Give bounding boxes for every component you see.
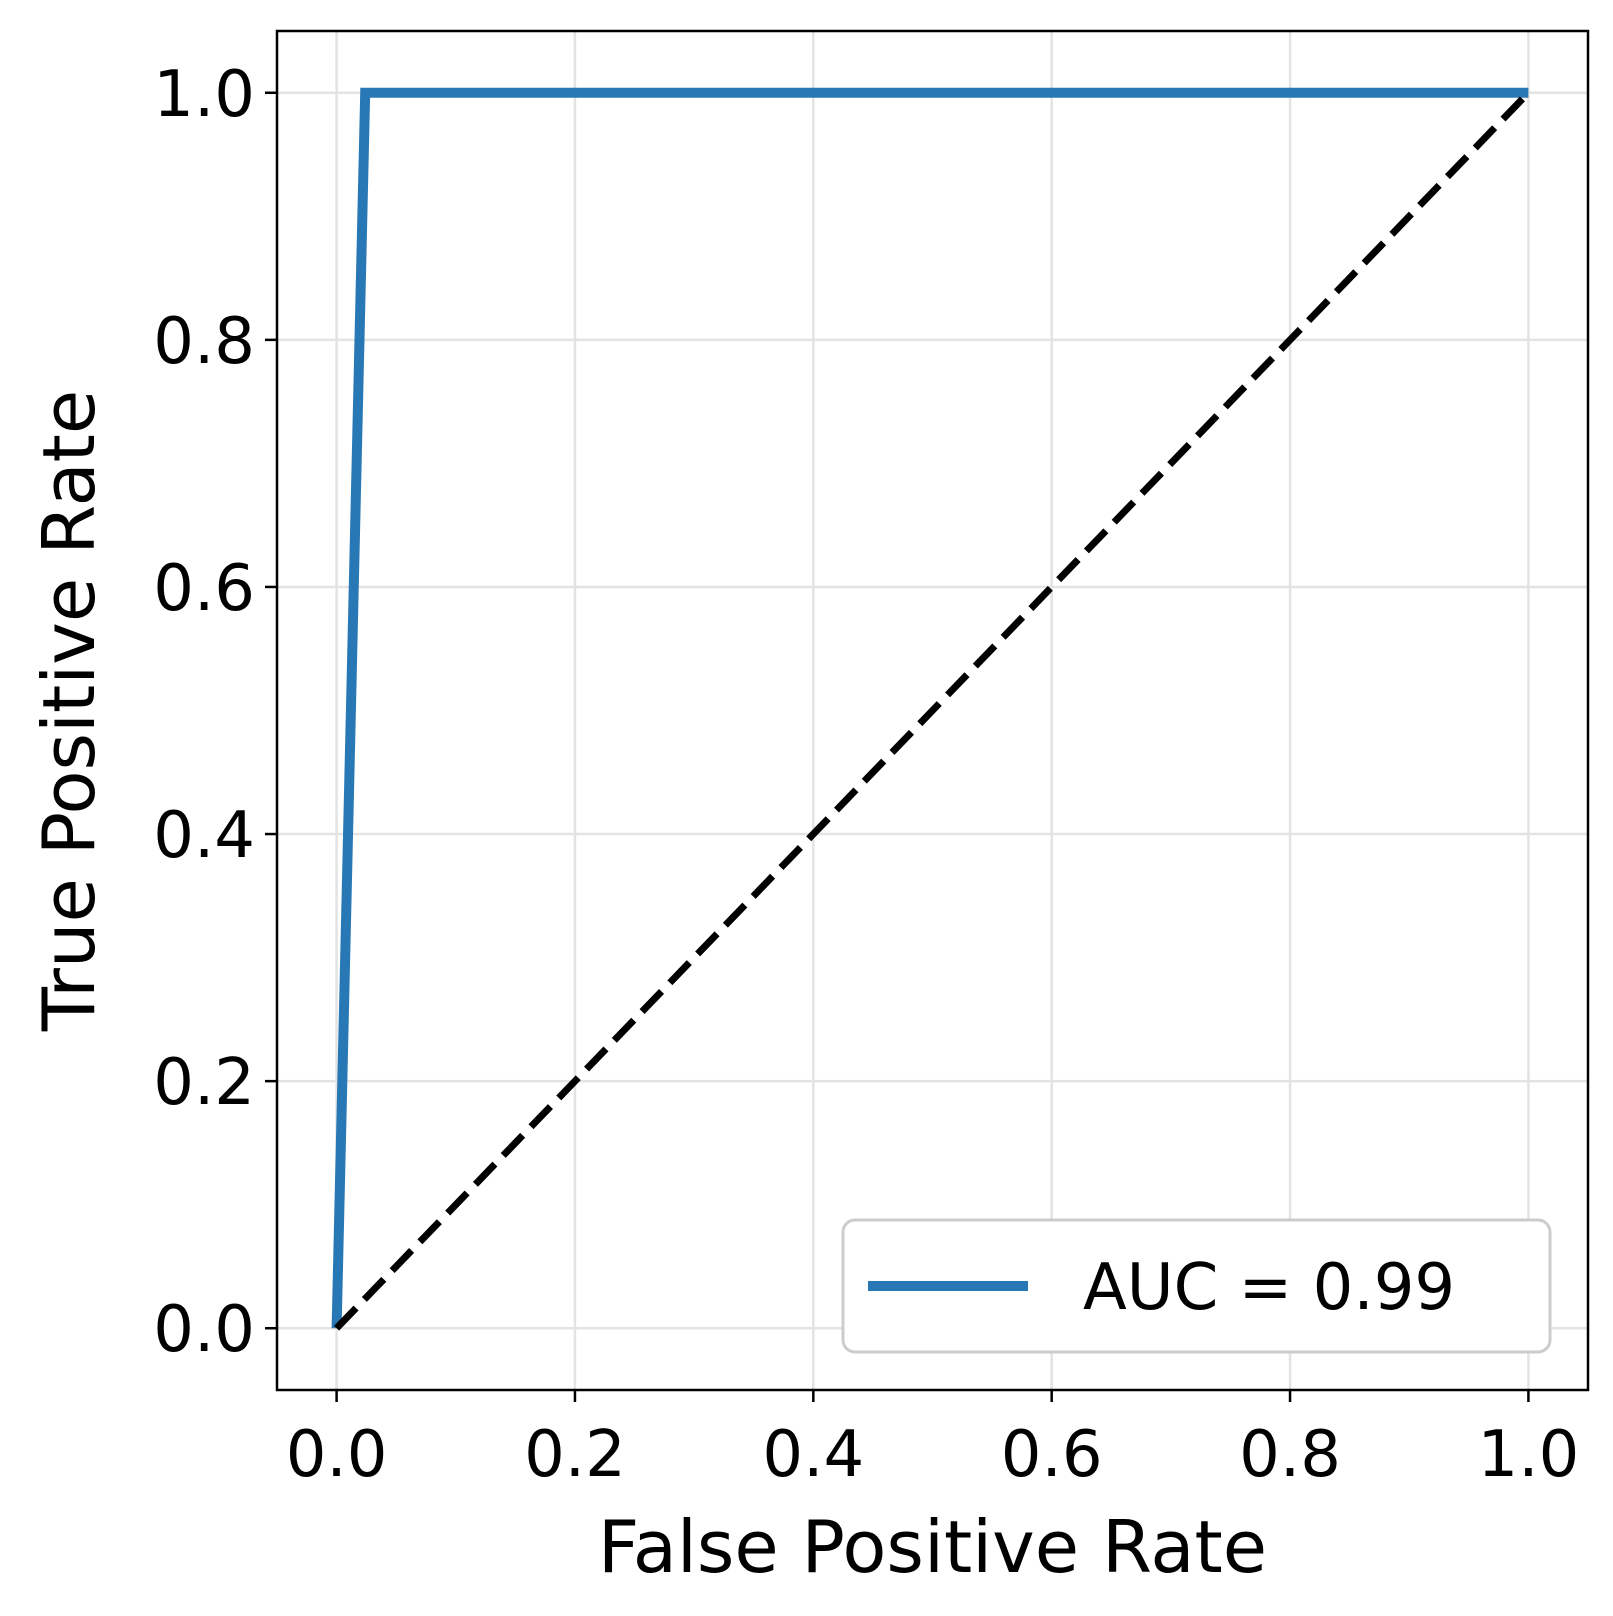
y-tick-label-4: 0.8 — [153, 305, 255, 379]
y-axis-label: True Positive Rate — [27, 390, 111, 1032]
y-tick-label-3: 0.6 — [153, 552, 255, 626]
chance-diagonal-line — [334, 90, 1531, 1331]
y-tick-label-2: 0.4 — [153, 799, 255, 873]
legend-label: AUC = 0.99 — [1083, 1251, 1455, 1325]
plot-frame — [275, 29, 1590, 1392]
roc-curve-line — [331, 87, 1529, 1329]
y-tick-label-0: 0.0 — [153, 1293, 255, 1367]
ticks: 0.0 0.2 0.4 0.6 0.8 1.0 0.0 0.2 0.4 0.6 0.8 1.0 — [153, 58, 1579, 1492]
x-axis-label: False Positive Rate — [598, 1505, 1267, 1589]
x-tick-label-1: 0.2 — [524, 1418, 626, 1492]
x-tick-label-4: 0.8 — [1239, 1418, 1341, 1492]
y-tick-label-1: 0.2 — [153, 1046, 255, 1120]
y-tick-label-5: 1.0 — [153, 58, 255, 132]
legend: AUC = 0.99 — [841, 1218, 1552, 1354]
x-tick-label-5: 1.0 — [1478, 1418, 1580, 1492]
series-layer — [331, 87, 1531, 1331]
x-tick-label-2: 0.4 — [762, 1418, 864, 1492]
legend-box — [841, 1218, 1552, 1354]
x-tick-label-0: 0.0 — [286, 1418, 388, 1492]
x-tick-label-3: 0.6 — [1001, 1418, 1103, 1492]
